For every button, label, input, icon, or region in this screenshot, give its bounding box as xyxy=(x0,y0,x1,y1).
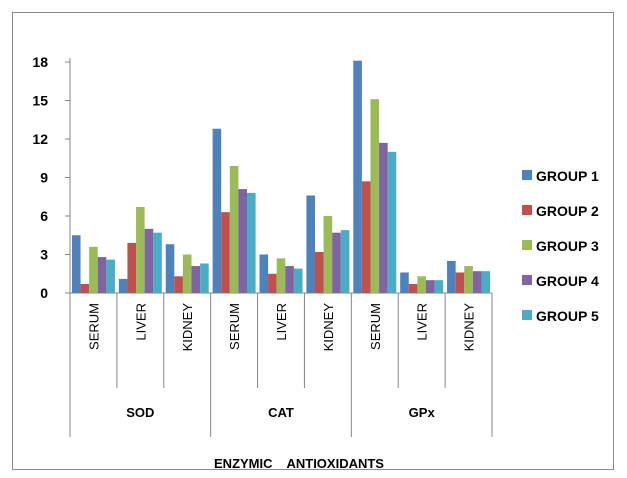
x-category-label: SERUM xyxy=(227,303,242,350)
y-tick-label: 15 xyxy=(32,93,48,109)
bar-group-4-2 xyxy=(191,266,201,293)
legend-swatch xyxy=(522,240,532,250)
y-tick-label: 0 xyxy=(40,285,48,301)
x-category-label: KIDNEY xyxy=(180,303,195,352)
legend-label: GROUP 2 xyxy=(536,203,599,219)
bar-group-1-3 xyxy=(212,128,222,293)
bar-group-2-2 xyxy=(174,276,183,293)
chart-bars xyxy=(71,60,491,293)
bar-group-2-0 xyxy=(80,284,90,293)
bar-group-2-6 xyxy=(361,181,371,293)
bar-group-3-4 xyxy=(276,258,286,293)
bar-group-5-7 xyxy=(434,280,444,293)
x-group-label: SOD xyxy=(126,405,154,420)
x-category-label: KIDNEY xyxy=(321,303,336,352)
bar-chart: 0 3 6 9 12 15 18 SERUM LIVER KIDNEY SERUM LIVER KIDN… xyxy=(32,54,599,471)
bar-group-2-5 xyxy=(314,251,324,293)
x-axis-title: ENZYMIC ANTIOXIDANTS xyxy=(214,456,384,471)
bar-group-1-7 xyxy=(400,272,409,293)
bar-group-1-0 xyxy=(71,235,81,293)
bar-group-4-6 xyxy=(379,142,388,293)
x-category-label: LIVER xyxy=(274,303,289,341)
legend-label: GROUP 1 xyxy=(536,168,599,184)
bar-group-3-1 xyxy=(136,207,145,293)
legend-label: GROUP 4 xyxy=(536,273,599,289)
bar-group-2-1 xyxy=(127,242,137,293)
legend-swatch xyxy=(522,205,532,215)
bar-group-4-8 xyxy=(472,271,482,293)
y-tick-label: 6 xyxy=(40,208,48,224)
bar-group-2-4 xyxy=(268,273,277,293)
bar-group-5-0 xyxy=(106,259,115,293)
x-category-label: LIVER xyxy=(415,303,430,341)
x-category-label: SERUM xyxy=(368,303,383,350)
bar-group-1-5 xyxy=(306,195,315,293)
bar-group-5-4 xyxy=(293,268,303,293)
bar-group-3-3 xyxy=(229,165,239,293)
bar-group-4-7 xyxy=(425,280,435,293)
legend-swatch xyxy=(522,275,532,285)
bar-group-4-1 xyxy=(144,228,154,293)
bar-group-3-7 xyxy=(417,276,426,293)
bar-group-4-4 xyxy=(285,266,294,293)
y-tick-label: 12 xyxy=(32,131,48,147)
bar-group-5-8 xyxy=(481,271,491,293)
bar-group-2-3 xyxy=(221,212,230,293)
bar-group-3-2 xyxy=(182,254,192,293)
chart-legend: GROUP 1 GROUP 2 GROUP 3 GROUP 4 GROUP 5 xyxy=(522,168,599,324)
bar-group-5-3 xyxy=(247,192,256,293)
x-group-label: GPx xyxy=(409,405,436,420)
bar-group-4-0 xyxy=(97,257,107,293)
bar-group-2-7 xyxy=(408,284,418,293)
bar-group-5-1 xyxy=(153,232,162,293)
x-category-label: SERUM xyxy=(86,303,101,350)
legend-swatch xyxy=(522,170,532,180)
bar-group-5-6 xyxy=(387,151,397,293)
bar-group-3-8 xyxy=(464,266,473,293)
bar-group-4-3 xyxy=(238,189,248,293)
y-tick-label: 18 xyxy=(32,54,48,70)
x-category-label: LIVER xyxy=(133,303,148,341)
y-tick-label: 9 xyxy=(40,170,48,186)
bar-group-3-6 xyxy=(370,99,380,293)
x-category-label: KIDNEY xyxy=(462,303,477,352)
bar-group-1-8 xyxy=(447,260,456,293)
bar-group-1-2 xyxy=(165,244,175,293)
bar-group-3-5 xyxy=(323,216,333,293)
x-group-label: CAT xyxy=(268,405,294,420)
y-tick-label: 3 xyxy=(40,247,48,263)
bar-group-5-5 xyxy=(340,230,350,293)
chart-frame: 0 3 6 9 12 15 18 SERUM LIVER KIDNEY SERUM LIVER KIDN… xyxy=(12,12,614,471)
bar-group-2-8 xyxy=(455,272,465,293)
legend-label: GROUP 5 xyxy=(536,308,599,324)
bar-group-3-0 xyxy=(89,246,98,293)
legend-label: GROUP 3 xyxy=(536,238,599,254)
bar-group-4-5 xyxy=(332,232,341,293)
bar-group-1-4 xyxy=(259,254,269,293)
chart-labels: 0 3 6 9 12 15 18 SERUM LIVER KIDNEY SERUM LIVER KIDN… xyxy=(32,54,476,420)
bar-group-5-2 xyxy=(200,263,209,293)
bar-group-1-1 xyxy=(118,278,128,293)
legend-swatch xyxy=(522,310,532,320)
bar-group-1-6 xyxy=(353,60,362,293)
